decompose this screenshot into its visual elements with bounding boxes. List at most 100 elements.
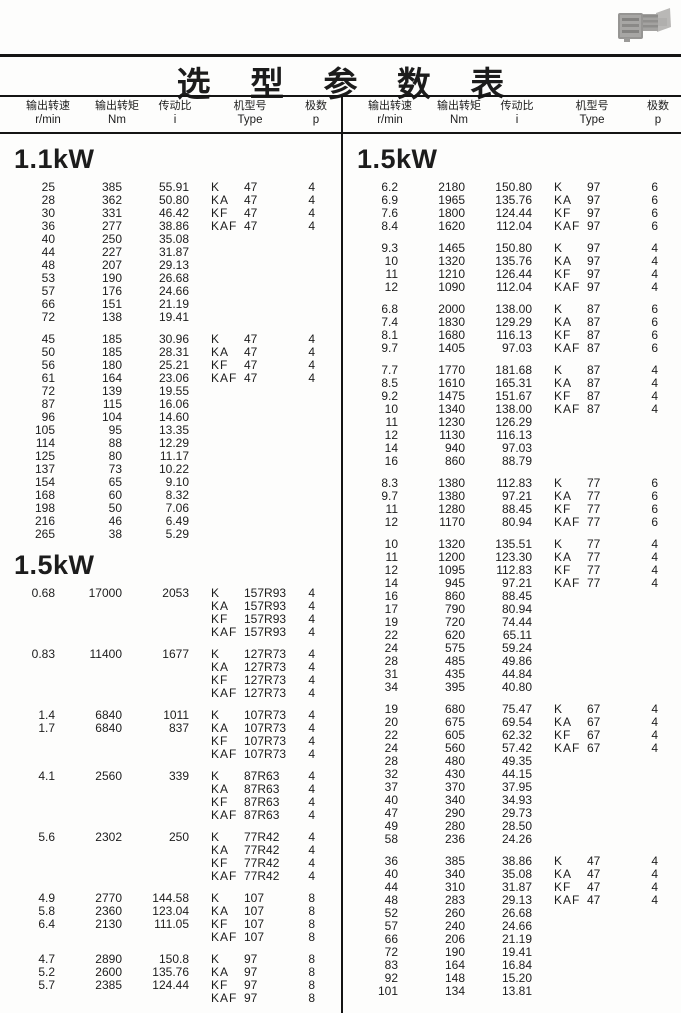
column-header-unit: Nm	[108, 114, 126, 126]
cell-poles	[640, 933, 658, 946]
cell-type-size: 77R42	[244, 869, 280, 883]
cell-type-size: 97	[587, 193, 601, 207]
table-row: KF 107R73 4	[8, 735, 341, 748]
table-row: 32 430 44.15	[351, 768, 679, 781]
cell-poles: 4	[308, 219, 315, 233]
cell-type-prefix: KA	[211, 721, 230, 735]
cell-speed: 72	[41, 384, 55, 398]
cell-ratio: 23.06	[158, 371, 189, 385]
cell-ratio: 8.32	[165, 488, 189, 502]
table-row: KAF 107 8	[8, 931, 341, 944]
section-power-label: 1.1kW	[14, 144, 95, 174]
cell-ratio: 74.44	[501, 615, 532, 629]
table-row: 6.9 1965 135.76 KA 97 6	[351, 194, 679, 207]
cell-speed	[8, 687, 55, 700]
cell-type-prefix	[211, 259, 244, 272]
cell-type-prefix: K	[211, 647, 221, 661]
cell-ratio: 135.76	[495, 254, 532, 268]
cell-type-prefix: KF	[554, 328, 572, 342]
table-row: 5.7 2385 124.44 KF 97 8	[8, 979, 341, 992]
column-header-label: 输出转矩	[95, 100, 139, 112]
cell-speed: 9.7	[381, 341, 398, 355]
cell-speed: 7.6	[381, 206, 398, 220]
cell-ratio: 25.21	[158, 358, 189, 372]
cell-poles: 4	[308, 808, 315, 822]
cell-type-size	[244, 528, 297, 541]
table-row: 10 1340 138.00 KAF 87 4	[351, 403, 679, 416]
table-row: 19 680 75.47 K 67 4	[351, 703, 679, 716]
cell-type-prefix: KA	[554, 193, 573, 207]
cell-type-prefix	[211, 233, 244, 246]
cell-ratio: 57.42	[501, 741, 532, 755]
table-row: 28 480 49.35	[351, 755, 679, 768]
cell-type-size: 97	[587, 219, 601, 233]
cell-speed: 154	[34, 475, 55, 489]
column-header-unit: p	[312, 114, 320, 126]
cell-torque: 1200	[438, 550, 465, 564]
cell-type-prefix: K	[554, 476, 564, 490]
cell-type-prefix: KAF	[211, 869, 238, 883]
cell-type-size: 47	[244, 371, 258, 385]
table-row: 14 945 97.21 KAF 77 4	[351, 577, 679, 590]
cell-type-size	[244, 272, 297, 285]
cell-type-size: 67	[587, 702, 601, 716]
cell-poles	[640, 655, 658, 668]
cell-poles: 8	[308, 904, 315, 918]
cell-poles: 6	[651, 489, 658, 503]
cell-torque: 680	[444, 702, 465, 716]
cell-type-size: 87	[587, 302, 601, 316]
cell-speed: 40	[384, 867, 398, 881]
cell-poles: 4	[308, 660, 315, 674]
cell-type-prefix: K	[211, 586, 221, 600]
cell-poles	[640, 603, 658, 616]
cell-poles: 6	[651, 328, 658, 342]
cell-type-size: 67	[587, 715, 601, 729]
cell-type-size: 107	[244, 904, 265, 918]
cell-speed	[8, 992, 55, 1005]
table-row: 44 227 31.87	[8, 246, 341, 259]
cell-type-prefix: KA	[211, 193, 230, 207]
cell-torque: 790	[444, 602, 465, 616]
cell-poles: 4	[308, 345, 315, 359]
cell-speed: 4.1	[38, 769, 55, 783]
cell-ratio: 38.86	[501, 854, 532, 868]
table-row: 10 1320 135.51 K 77 4	[351, 538, 679, 551]
table-row: KA 127R73 4	[8, 661, 341, 674]
cell-poles	[640, 590, 658, 603]
cell-torque: 1170	[439, 515, 465, 529]
cell-type-prefix	[554, 603, 587, 616]
cell-speed: 66	[41, 297, 55, 311]
cell-type-size	[244, 450, 297, 463]
cell-speed: 44	[41, 245, 55, 259]
cell-poles: 4	[308, 747, 315, 761]
cell-torque: 1475	[438, 389, 465, 403]
cell-ratio: 10.22	[158, 462, 189, 476]
cell-ratio: 13.81	[501, 984, 532, 998]
table-row: 40 250 35.08	[8, 233, 341, 246]
cell-speed: 19	[384, 615, 398, 629]
cell-type-size	[587, 985, 640, 998]
cell-speed	[8, 870, 55, 883]
cell-ratio	[126, 844, 189, 857]
panel-divider	[341, 95, 343, 1013]
cell-torque: 1320	[438, 254, 465, 268]
cell-ratio: 37.95	[501, 780, 532, 794]
cell-poles	[297, 398, 315, 411]
cell-type-prefix	[211, 489, 244, 502]
cell-poles	[297, 489, 315, 502]
cell-type-size: 47	[244, 193, 258, 207]
cell-type-prefix: KAF	[211, 808, 238, 822]
cell-ratio: 339	[168, 769, 189, 783]
cell-speed: 16	[384, 454, 398, 468]
cell-type-prefix: K	[211, 332, 221, 346]
cell-ratio: 9.10	[165, 475, 189, 489]
table-row: 4.1 2560 339 K 87R63 4	[8, 770, 341, 783]
cell-ratio	[126, 857, 189, 870]
cell-speed: 49	[384, 819, 398, 833]
cell-speed: 19	[384, 702, 398, 716]
cell-ratio: 14.60	[158, 410, 189, 424]
cell-torque: 46	[108, 514, 122, 528]
cell-type-prefix	[211, 285, 244, 298]
cell-ratio: 21.19	[158, 297, 189, 311]
cell-torque: 2360	[95, 904, 122, 918]
